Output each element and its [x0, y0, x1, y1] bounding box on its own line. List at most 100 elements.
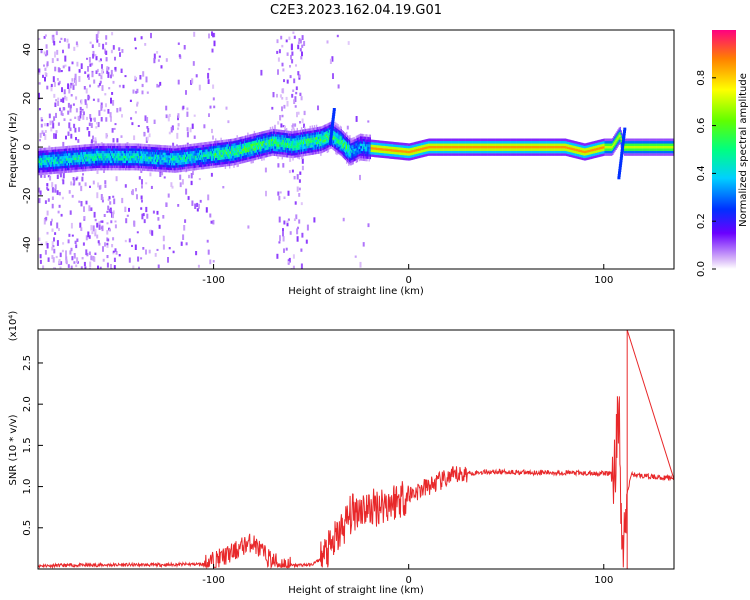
spectrogram-ridge-cell	[256, 157, 259, 160]
spectrogram-noise-cell	[55, 99, 58, 102]
spectrogram-ridge-cell	[322, 140, 324, 143]
spectrogram-ridge-cell	[256, 137, 259, 141]
spectrogram-ridge-cell	[397, 156, 399, 160]
spectrogram-ridge-cell	[126, 153, 128, 156]
spectrogram-ridge-cell	[70, 155, 72, 158]
spectrogram-noise-cell	[89, 117, 92, 122]
spectrogram-ridge-cell	[421, 150, 423, 153]
spectrogram-ridge-cell	[311, 132, 313, 136]
spectrogram-noise-cell	[160, 65, 163, 69]
spectrogram-ridge-cell	[344, 143, 347, 146]
spectrogram-ridge-cell	[271, 126, 274, 129]
spectrogram-ridge-cell	[137, 163, 140, 166]
spectrogram-ridge-cell	[160, 157, 162, 160]
spectrogram-ridge-cell	[217, 164, 219, 168]
spectrogram-ridge-cell	[385, 146, 388, 149]
spectrogram-ridge-cell	[294, 145, 296, 148]
spectrogram-ridge-cell	[118, 153, 120, 156]
spectrogram-ridge-cell	[280, 149, 282, 152]
spectrogram-noise-cell	[146, 213, 149, 219]
spectrogram-ridge-cell	[151, 161, 154, 165]
spectrogram-noise-cell	[326, 40, 329, 44]
spectrogram-ridge-cell	[432, 150, 435, 154]
spectrogram-ridge-cell	[427, 138, 429, 142]
spectrogram-ridge-cell	[188, 153, 190, 157]
spectrogram-noise-cell	[286, 101, 289, 107]
spectrogram-ridge-cell	[87, 146, 89, 150]
spectrogram-ridge-cell	[288, 130, 290, 134]
spectrogram-ridge-cell	[393, 144, 395, 147]
spectrogram-ridge-cell	[292, 131, 294, 134]
spectrogram-ridge-cell	[356, 159, 359, 163]
spectrogram-ridge-cell	[189, 153, 191, 157]
spectrogram-ridge-cell	[109, 162, 112, 166]
spectrogram-ridge-cell	[361, 143, 363, 147]
spectrogram-ridge-cell	[371, 144, 374, 148]
spectrogram-ridge-cell	[57, 146, 59, 150]
spectrogram-noise-cell	[85, 103, 88, 109]
spectrogram-ridge-cell	[344, 150, 347, 153]
spectrogram-ridge-cell	[47, 162, 50, 165]
spectrogram-noise-cell	[212, 135, 214, 140]
spectrogram-noise-cell	[162, 215, 165, 219]
spectrogram-ridge-cell	[65, 160, 68, 164]
spectrogram-noise-cell	[183, 45, 186, 50]
spectrogram-ridge-cell	[108, 165, 111, 168]
spectrogram-ridge-cell	[185, 156, 187, 160]
spectrogram-ridge-cell	[205, 156, 207, 160]
spectrogram-noise-cell	[196, 202, 199, 207]
spectrogram-ridge-cell	[454, 145, 456, 149]
spectrogram-ridge-cell	[338, 141, 340, 145]
spectrogram-noise-cell	[113, 265, 116, 269]
spectrogram-ridge-cell	[108, 153, 111, 156]
spectrogram-ridge-cell	[185, 159, 187, 162]
spectrogram-ridge-cell	[185, 144, 187, 148]
spectrogram-ridge-cell	[260, 146, 262, 149]
spectrogram-ridge-cell	[250, 158, 252, 162]
spectrogram-ridge-cell	[350, 150, 352, 154]
spectrogram-ridge-cell	[222, 149, 224, 153]
spectrogram-ridge-cell	[357, 134, 360, 138]
spectrogram-ridge-cell	[412, 144, 414, 148]
spectrogram-ridge-cell	[252, 150, 254, 154]
spectrogram-ridge-cell	[217, 160, 219, 163]
spectrogram-ridge-cell	[56, 159, 58, 162]
spectrogram-ridge-cell	[138, 146, 141, 149]
spectrogram-ridge-cell	[160, 149, 162, 153]
spectrogram-ridge-cell	[138, 163, 141, 166]
spectrogram-noise-cell	[109, 228, 111, 232]
spectrogram-ridge-cell	[367, 146, 369, 150]
spectrogram-ridge-cell	[351, 155, 353, 158]
spectrogram-ridge-cell	[456, 141, 458, 144]
spectrogram-ridge-cell	[289, 152, 291, 156]
spectrogram-noise-cell	[213, 105, 216, 109]
spectrogram-ridge-cell	[48, 159, 51, 163]
spectrogram-ridge-cell	[347, 147, 349, 151]
spectrogram-ridge-cell	[134, 165, 136, 168]
spectrogram-ridge-cell	[336, 150, 338, 153]
spectrogram-ridge-cell	[54, 154, 56, 157]
spectrogram-ridge-cell	[225, 154, 228, 157]
spectrogram-ridge-cell	[386, 143, 389, 147]
spectrogram-ridge-cell	[222, 139, 224, 143]
spectrogram-ridge-cell	[128, 160, 130, 164]
spectrogram-ridge-cell	[121, 158, 124, 161]
spectrogram-ridge-cell	[298, 137, 301, 140]
spectrogram-ridge-cell	[174, 160, 176, 164]
spectrogram-ridge-cell	[58, 153, 60, 157]
spectrogram-ridge-cell	[42, 152, 44, 156]
spectrogram-ridge-cell	[90, 161, 92, 164]
spectrogram-ridge-cell	[403, 152, 406, 156]
spectrogram-ridge-cell	[189, 151, 191, 154]
spectrogram-ridge-cell	[236, 162, 238, 165]
spectrogram-ridge-cell	[88, 163, 90, 167]
spectrogram-ridge-cell	[285, 150, 288, 153]
spectrogram-ridge-cell	[40, 172, 42, 176]
spectrogram-ridge-cell	[120, 155, 122, 159]
spectrogram-ridge-cell	[237, 149, 239, 153]
spectrogram-ridge-cell	[348, 153, 350, 157]
spectrogram-ridge-cell	[308, 128, 310, 131]
spectrogram-ridge-cell	[371, 151, 374, 155]
spectrogram-ridge-cell	[74, 145, 76, 148]
spectrogram-ridge-cell	[351, 157, 353, 161]
